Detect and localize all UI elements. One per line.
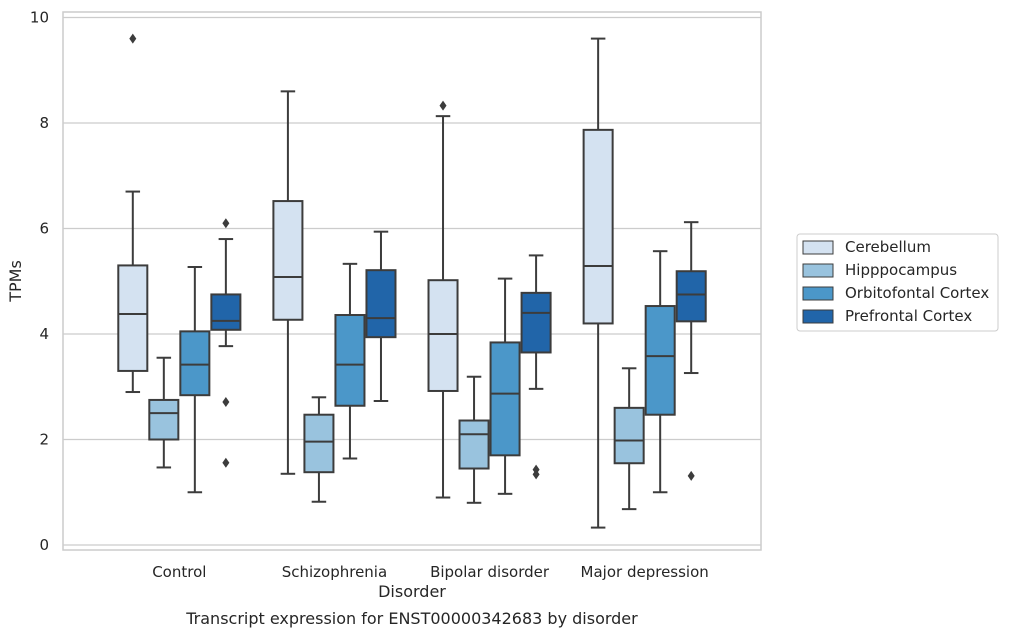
box-group	[489, 277, 521, 495]
x-tick-label: Schizophrenia	[282, 563, 387, 581]
box-group	[520, 254, 552, 480]
box-iqr	[272, 200, 304, 321]
x-tick-labels: Control Schizophrenia Bipolar disorder Majo…	[152, 563, 709, 581]
box-group	[582, 37, 614, 529]
box-iqr	[613, 406, 645, 465]
box-iqr	[520, 291, 552, 354]
box-group	[303, 396, 335, 503]
plot-area-frame	[62, 11, 762, 551]
outlier-point	[129, 33, 137, 44]
x-tick-label: Bipolar disorder	[430, 563, 550, 581]
box-iqr	[427, 279, 459, 392]
chart-caption: Transcript expression for ENST0000034268…	[185, 609, 638, 628]
box-group	[365, 230, 397, 402]
box-iqr	[303, 413, 335, 474]
box-iqr	[179, 330, 211, 397]
box-iqr	[675, 270, 707, 323]
box-group	[272, 90, 304, 475]
box-iqr	[644, 305, 676, 416]
x-axis-label: Disorder	[378, 582, 446, 601]
y-tick-label: 10	[30, 9, 49, 27]
boxes	[117, 33, 707, 529]
box-group	[148, 356, 180, 469]
y-tick-label: 0	[39, 536, 49, 554]
legend-frame	[796, 233, 999, 332]
box-group	[117, 33, 149, 394]
box-group	[210, 218, 242, 468]
outlier-point	[222, 218, 230, 229]
box-iqr	[582, 128, 614, 325]
x-tick-label: Control	[152, 563, 206, 581]
box-group	[613, 367, 645, 511]
outlier-point	[532, 469, 540, 480]
box-iqr	[334, 314, 366, 407]
box-iqr	[365, 269, 397, 339]
outlier-point	[222, 457, 230, 468]
legend-swatch	[802, 263, 834, 278]
box-iqr	[458, 419, 490, 470]
legend-label: Cerebellum	[845, 238, 931, 256]
legend-swatch	[802, 309, 834, 324]
outlier-point	[439, 100, 447, 111]
y-tick-label: 6	[39, 220, 49, 238]
box-group	[179, 266, 211, 494]
legend-swatch	[802, 286, 834, 301]
legend: Cerebellum Hipppocampus Orbitofontal Corte…	[796, 233, 999, 332]
box-iqr	[489, 341, 521, 457]
y-tick-labels: 0 2 4 6 8 10	[30, 9, 49, 555]
box-iqr	[210, 293, 242, 331]
outlier-point	[687, 470, 695, 481]
box-group	[644, 250, 676, 494]
box-iqr	[148, 398, 180, 441]
box-iqr	[117, 264, 149, 372]
y-tick-label: 4	[39, 325, 49, 343]
y-axis-label: TPMs	[6, 260, 25, 303]
box-group	[675, 221, 707, 481]
legend-label: Prefrontal Cortex	[845, 307, 972, 325]
grid-lines	[63, 16, 761, 546]
box-group	[334, 262, 366, 460]
legend-label: Hipppocampus	[845, 261, 957, 279]
legend-swatch	[802, 240, 834, 255]
legend-label: Orbitofontal Cortex	[845, 284, 989, 302]
box-group	[427, 100, 459, 499]
y-tick-label: 2	[39, 431, 49, 449]
y-tick-label: 8	[39, 114, 49, 132]
box-group	[458, 375, 490, 504]
x-tick-label: Major depression	[581, 563, 709, 581]
outlier-point	[222, 397, 230, 408]
